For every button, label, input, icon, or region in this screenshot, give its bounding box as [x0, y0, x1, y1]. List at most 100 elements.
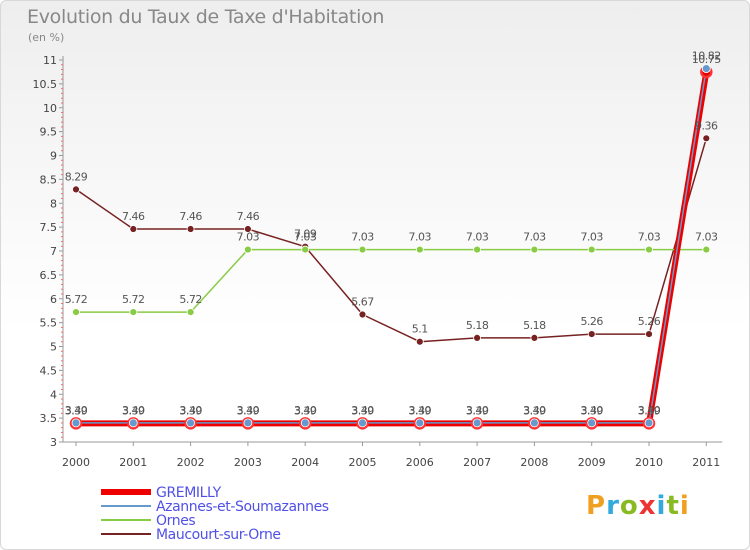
- data-point: [300, 418, 310, 428]
- legend-label: Ornes: [156, 513, 195, 529]
- data-point: [186, 308, 195, 317]
- data-label: 3.40: [179, 404, 202, 417]
- data-point: [72, 185, 80, 194]
- data-label: 3.39: [580, 404, 603, 417]
- data-label: 3.40: [351, 404, 374, 417]
- y-tick-label: 5.5: [40, 317, 58, 330]
- x-tick-label: 2007: [463, 456, 491, 469]
- data-point: [358, 418, 367, 428]
- data-point: [301, 245, 310, 254]
- x-tick-label: 2001: [119, 456, 147, 469]
- logo-letter: x: [638, 491, 657, 521]
- data-label: 7.03: [580, 231, 603, 244]
- data-label: 3.39: [466, 404, 489, 417]
- data-label: 3.40: [237, 404, 260, 417]
- x-tick-label: 2010: [635, 456, 663, 469]
- data-point: [129, 308, 138, 317]
- data-point: [473, 245, 482, 254]
- data-point: [701, 64, 711, 73]
- logo-letter: t: [666, 491, 680, 521]
- chart-title: Evolution du Taux de Taxe d'Habitation: [27, 6, 385, 28]
- data-label: 7.09: [294, 228, 317, 241]
- data-point: [587, 418, 597, 428]
- data-label: 7.46: [122, 210, 145, 223]
- x-tick-label: 2006: [406, 456, 434, 469]
- y-tick-label: 9: [50, 150, 57, 163]
- data-label: 10.82: [692, 50, 721, 63]
- data-label: 7.03: [638, 231, 661, 244]
- data-label: 3.40: [65, 404, 88, 417]
- data-label: 3.39: [638, 404, 661, 417]
- data-point: [415, 337, 424, 346]
- proxiti-logo: Proxiti: [586, 491, 690, 521]
- x-tick-label: 2009: [578, 456, 606, 469]
- data-point: [530, 245, 539, 254]
- data-label: 3.40: [122, 404, 145, 417]
- data-label: 5.72: [122, 293, 145, 306]
- y-tick-label: 9.5: [40, 126, 58, 139]
- data-point: [587, 330, 596, 338]
- data-label: 3.39: [65, 404, 88, 417]
- legend-label: Azannes-et-Soumazannes: [156, 499, 329, 515]
- data-label: 7.46: [237, 210, 260, 223]
- y-tick-label: 10.5: [33, 78, 58, 91]
- data-point: [530, 334, 539, 342]
- legend-label: Maucourt-sur-Orne: [156, 527, 281, 543]
- x-tick-label: 2000: [62, 456, 90, 469]
- logo-letter: P: [586, 491, 607, 521]
- data-label: 5.72: [65, 293, 88, 306]
- data-label: 3.40: [466, 404, 489, 417]
- series-line: [76, 68, 708, 424]
- y-tick-label: 4: [50, 388, 57, 401]
- data-label: 7.03: [466, 231, 489, 244]
- data-label: 3.39: [237, 404, 260, 417]
- data-label: 3.39: [351, 404, 374, 417]
- logo-letter: i: [679, 491, 690, 521]
- x-tick-label: 2005: [349, 456, 377, 469]
- data-point: [587, 245, 596, 254]
- data-label: 3.39: [523, 404, 546, 417]
- x-tick-label: 2011: [692, 456, 720, 469]
- data-point: [243, 245, 252, 254]
- y-tick-label: 6.5: [40, 269, 58, 282]
- data-label: 3.39: [294, 404, 317, 417]
- data-point: [186, 225, 195, 233]
- y-tick-label: 6: [50, 293, 57, 306]
- data-label: 3.40: [523, 404, 546, 417]
- x-tick-label: 2002: [177, 456, 205, 469]
- data-label: 3.40: [294, 404, 317, 417]
- data-point: [530, 418, 539, 428]
- y-tick-label: 7.5: [40, 221, 58, 234]
- data-point: [472, 418, 482, 428]
- data-label: 7.03: [351, 231, 374, 244]
- x-tick-label: 2004: [291, 456, 319, 469]
- data-label: 7.03: [523, 231, 546, 244]
- series-line: [75, 138, 708, 343]
- series-line: [76, 248, 707, 313]
- data-label: 7.03: [294, 231, 317, 244]
- data-label: 3.40: [580, 404, 603, 417]
- data-label: 7.03: [409, 231, 432, 244]
- y-tick-label: 8: [50, 197, 57, 210]
- data-point: [358, 245, 367, 254]
- data-point: [129, 225, 138, 233]
- data-label: 10.75: [692, 53, 721, 66]
- y-tick-label: 3: [50, 436, 57, 449]
- data-point: [186, 418, 196, 428]
- data-label: 7.03: [695, 231, 718, 244]
- data-label: 7.46: [179, 210, 202, 223]
- data-point: [243, 418, 253, 428]
- data-point: [702, 134, 711, 143]
- legend-label: GREMILLY: [156, 485, 222, 501]
- logo-letter: r: [606, 491, 620, 521]
- data-point: [644, 418, 654, 428]
- data-point: [71, 418, 81, 428]
- y-tick-label: 4.5: [40, 364, 58, 377]
- data-point: [645, 330, 653, 338]
- data-label: 3.40: [638, 404, 661, 417]
- data-label: 7.03: [237, 231, 260, 244]
- data-label: 9.36: [695, 119, 718, 132]
- logo-letter: i: [656, 491, 667, 521]
- series-line: [76, 71, 710, 427]
